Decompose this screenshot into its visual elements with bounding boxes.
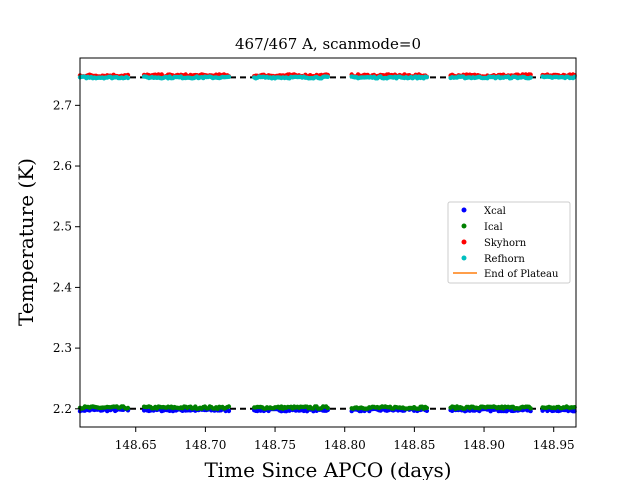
legend-label-ical: Ical (484, 222, 503, 233)
data-point (125, 75, 131, 81)
data-point (325, 74, 330, 80)
legend-label-refhorn: Refhorn (484, 254, 525, 265)
data-point (528, 406, 533, 411)
x-tick-label: 148.65 (115, 438, 157, 452)
x-tick-label: 148.70 (184, 438, 226, 452)
y-tick-label: 2.2 (53, 402, 72, 416)
data-point (424, 75, 430, 80)
data-points (77, 72, 577, 414)
data-point (226, 74, 232, 80)
legend-marker-skyhorn (461, 239, 467, 245)
legend-marker-xcal (461, 207, 467, 213)
series-ical (77, 404, 577, 411)
data-point (226, 408, 232, 414)
x-tick-label: 148.80 (324, 438, 366, 452)
legend-label-end-of-plateau: End of Plateau (484, 269, 559, 280)
data-point (325, 405, 330, 411)
chart-title: 467/467 A, scanmode=0 (235, 35, 421, 53)
legend-frame (447, 201, 571, 284)
x-tick-label: 148.75 (254, 438, 296, 452)
y-axis-ticks: 2.2 2.3 2.4 2.5 2.6 2.7 (53, 98, 80, 416)
legend-marker-ical (461, 223, 467, 229)
data-point (125, 405, 131, 411)
y-tick-label: 2.7 (53, 98, 72, 112)
plot-area (77, 57, 577, 428)
data-point (226, 404, 232, 409)
plot-frame (79, 57, 577, 428)
legend-label-xcal: Xcal (484, 206, 506, 217)
x-tick-label: 148.85 (393, 438, 435, 452)
x-axis-ticks: 148.65 148.70 148.75 148.80 148.85 148.90 148.… (115, 427, 575, 452)
data-point (528, 75, 533, 80)
y-tick-label: 2.4 (53, 280, 72, 294)
legend-marker-refhorn (461, 255, 467, 261)
y-tick-label: 2.6 (53, 159, 72, 173)
series-refhorn (77, 74, 577, 81)
legend: Xcal Ical Skyhorn Refhorn End of Plateau (447, 201, 571, 284)
legend-label-skyhorn: Skyhorn (484, 238, 527, 249)
data-point (424, 405, 430, 411)
x-axis-label: Time Since APCO (days) (204, 458, 451, 480)
y-tick-label: 2.5 (53, 220, 72, 234)
y-tick-label: 2.3 (53, 341, 72, 355)
x-tick-label: 148.95 (533, 438, 575, 452)
x-tick-label: 148.90 (463, 438, 505, 452)
y-axis-label: Temperature (K) (14, 158, 38, 326)
